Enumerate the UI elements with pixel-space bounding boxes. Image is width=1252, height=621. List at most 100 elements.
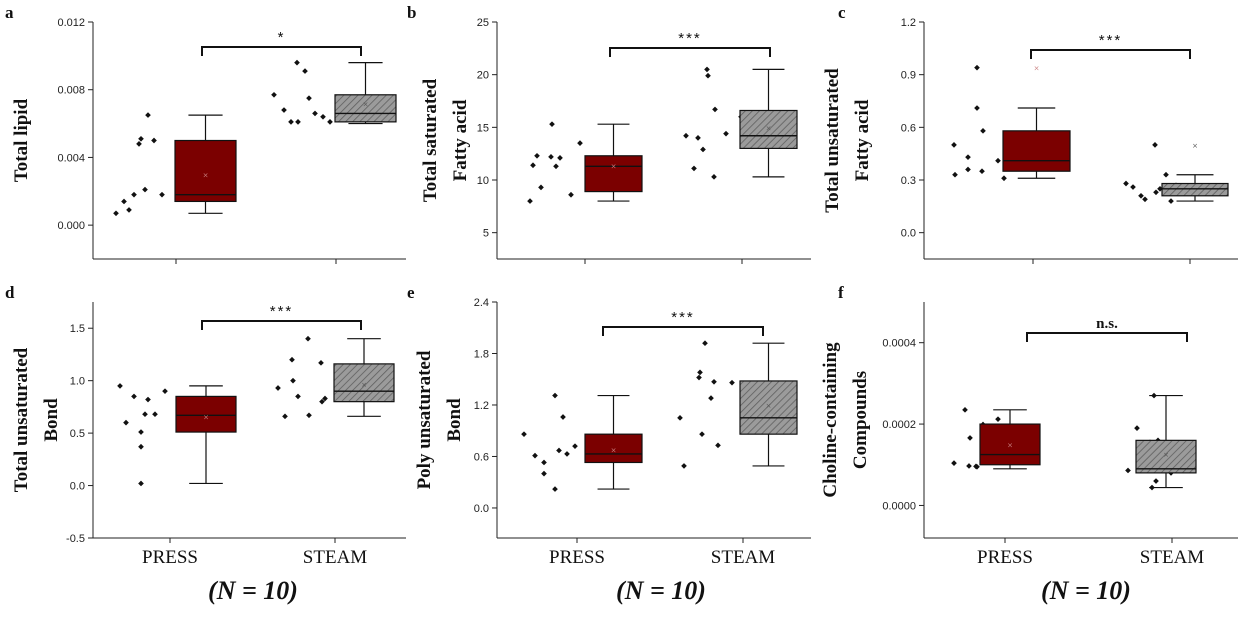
y-tick-label: -0.5 — [66, 533, 85, 545]
y-tick-label: 0.0 — [901, 228, 916, 240]
data-point-steam — [705, 72, 711, 79]
data-point-press — [995, 416, 1001, 423]
box-press — [584, 433, 643, 464]
data-point-press — [113, 210, 119, 217]
y-tick-label: 0.0004 — [882, 338, 916, 350]
y-tick-label: 25 — [477, 17, 489, 29]
y-tick-label: 0.3 — [901, 175, 916, 187]
y-axis-label: Choline-containing — [820, 342, 841, 498]
data-point-press — [549, 121, 555, 128]
data-point-press — [1001, 175, 1007, 182]
significance-bracket — [201, 46, 362, 56]
y-axis-label: Poly unsaturated — [414, 350, 435, 489]
chart-panel-f: 0.0000 0.0002 0.0004 PRESS STEAM f Choline-con… — [820, 283, 1238, 568]
data-point-press — [974, 463, 980, 470]
data-point-press — [532, 452, 538, 459]
data-point-press — [951, 142, 957, 148]
data-point-steam — [677, 415, 683, 421]
box-press — [979, 423, 1041, 466]
significance-bracket — [609, 47, 771, 57]
chart-panel-a: 0.000 0.004 0.008 0.012 a Total lipid × × * — [5, 3, 406, 264]
data-point-steam — [1123, 180, 1129, 187]
data-point-steam — [1125, 467, 1131, 474]
data-point-steam — [305, 335, 311, 342]
chart-panel-c: 0.0 0.3 0.6 0.9 1.2 c Total unsaturated Fatty a… — [822, 3, 1238, 264]
data-point-press — [131, 393, 137, 400]
data-point-press — [142, 186, 148, 193]
y-axis-label: Total lipid — [11, 98, 32, 182]
data-point-press — [965, 154, 971, 161]
y-tick-label: 5 — [483, 228, 489, 240]
data-point-press — [534, 152, 540, 159]
chart-panel-d: -0.5 0.0 0.5 1.0 1.5 PRESS STEAM d Total unsatur… — [5, 283, 406, 568]
y-axis-label: Fatty acid — [852, 99, 873, 181]
data-point-steam — [708, 395, 714, 401]
sample-size-label-right: (N = 10) — [1041, 576, 1131, 605]
data-point-steam — [302, 68, 308, 74]
data-point-steam — [295, 393, 301, 400]
chart-panel-b: 5 10 15 20 25 b Total saturated Fatty acid × × *** — [407, 3, 811, 264]
data-point-steam — [290, 377, 296, 384]
data-point-steam — [696, 374, 702, 381]
sample-size-label-left: (N = 10) — [208, 576, 298, 605]
y-tick-label: 1.0 — [70, 376, 85, 388]
x-category-label: PRESS — [977, 547, 1033, 568]
data-point-steam — [700, 146, 706, 153]
data-point-steam — [288, 119, 294, 125]
box-steam — [333, 363, 395, 403]
y-axis-label: Bond — [41, 398, 62, 442]
significance-label: *** — [671, 309, 695, 326]
data-point-press — [538, 184, 544, 191]
data-point-press — [541, 470, 547, 477]
significance-label: * — [278, 29, 286, 46]
mean-marker-press: × — [1007, 441, 1013, 449]
data-point-press — [974, 105, 980, 111]
box-steam — [739, 109, 798, 150]
y-tick-label: 0.004 — [57, 152, 85, 164]
mean-marker-press: × — [1034, 65, 1040, 73]
data-point-steam — [1152, 142, 1158, 148]
data-point-press — [548, 153, 554, 160]
mean-marker-steam: × — [766, 124, 772, 132]
significance-bracket — [201, 320, 362, 330]
data-point-press — [980, 128, 986, 134]
y-tick-label: 1.8 — [474, 348, 489, 360]
y-axis-label: Total unsaturated — [11, 347, 32, 492]
data-point-steam — [1142, 196, 1148, 203]
box-steam — [1161, 182, 1229, 197]
data-point-press — [952, 171, 958, 178]
panel-letter: e — [407, 283, 415, 302]
y-tick-label: 0.5 — [70, 428, 85, 440]
y-tick-label: 0.0002 — [882, 419, 916, 431]
data-point-press — [541, 459, 547, 466]
mean-marker-steam: × — [1163, 451, 1169, 459]
data-point-press — [145, 396, 151, 403]
data-point-steam — [702, 340, 708, 347]
y-axis-label: Compounds — [850, 371, 871, 469]
y-tick-label: 2.4 — [474, 297, 489, 309]
data-point-press — [967, 435, 973, 441]
data-point-press — [560, 414, 566, 420]
data-point-steam — [695, 135, 701, 141]
box-press — [175, 395, 237, 433]
data-point-press — [577, 140, 583, 146]
data-point-steam — [691, 165, 697, 172]
data-point-press — [162, 388, 168, 394]
data-point-press — [521, 431, 527, 437]
panel-letter: c — [838, 3, 846, 22]
data-point-steam — [704, 66, 710, 73]
significance-bracket — [602, 326, 764, 336]
y-tick-label: 0.000 — [57, 220, 85, 232]
data-point-press — [131, 191, 137, 198]
data-point-steam — [681, 463, 687, 469]
y-tick-label: 0.008 — [57, 85, 85, 97]
y-tick-label: 10 — [477, 175, 489, 187]
data-point-steam — [683, 132, 689, 139]
x-category-label: STEAM — [303, 547, 368, 568]
panel-letter: d — [5, 283, 15, 302]
y-tick-label: 0.9 — [901, 70, 916, 82]
box-steam — [739, 380, 798, 435]
significance-label: n.s. — [1096, 316, 1118, 332]
y-tick-label: 0.0 — [474, 503, 489, 515]
y-tick-label: 0.6 — [474, 451, 489, 463]
